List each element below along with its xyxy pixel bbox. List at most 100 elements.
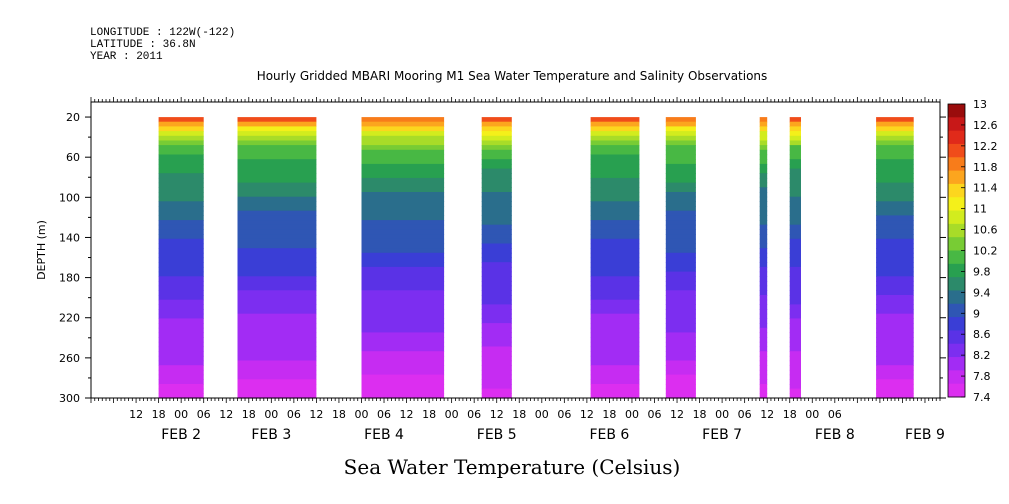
data-cell bbox=[481, 257, 512, 263]
data-cell bbox=[665, 163, 696, 170]
data-cell bbox=[789, 304, 801, 310]
data-cell bbox=[759, 384, 768, 390]
x-hour-label: 00 bbox=[715, 408, 729, 421]
colorbar-swatch bbox=[948, 170, 965, 185]
data-cell bbox=[590, 201, 640, 207]
data-cell bbox=[789, 379, 801, 385]
data-cell bbox=[759, 196, 768, 202]
data-cell bbox=[361, 131, 445, 137]
data-cell bbox=[759, 234, 768, 240]
data-cell bbox=[665, 285, 696, 291]
data-cell bbox=[361, 220, 445, 226]
data-cell bbox=[665, 351, 696, 357]
data-cell bbox=[876, 145, 914, 151]
y-tick-label: 300 bbox=[59, 392, 80, 405]
data-cell bbox=[876, 337, 914, 343]
data-cell bbox=[789, 318, 801, 324]
data-cell bbox=[237, 126, 317, 132]
x-hour-label: 12 bbox=[760, 408, 774, 421]
x-hour-label: 00 bbox=[264, 408, 278, 421]
data-cell bbox=[759, 154, 768, 160]
data-cell bbox=[759, 271, 768, 277]
data-cell bbox=[759, 323, 768, 329]
data-cell bbox=[665, 154, 696, 160]
data-cell bbox=[789, 215, 801, 221]
data-cell bbox=[158, 117, 204, 123]
data-cell bbox=[481, 196, 512, 202]
data-cell bbox=[590, 360, 640, 366]
data-cell bbox=[590, 196, 640, 202]
data-cell bbox=[158, 341, 204, 348]
data-cell bbox=[237, 369, 317, 376]
colorbar-label: 8.2 bbox=[973, 349, 991, 362]
colorbar-label: 11 bbox=[973, 203, 987, 216]
data-cell bbox=[876, 393, 914, 399]
colorbar-label: 12.6 bbox=[973, 119, 998, 132]
colorbar-label: 11.8 bbox=[973, 161, 998, 174]
data-cell bbox=[759, 318, 768, 324]
data-cell bbox=[590, 299, 640, 305]
data-cell bbox=[158, 384, 204, 390]
data-cell bbox=[481, 252, 512, 259]
data-cell bbox=[361, 285, 445, 291]
data-cell bbox=[759, 374, 768, 380]
data-cell bbox=[158, 140, 204, 146]
data-cell bbox=[237, 355, 317, 362]
data-cell bbox=[481, 192, 512, 198]
data-cell bbox=[158, 149, 204, 156]
data-cell bbox=[158, 374, 204, 380]
x-hour-label: 18 bbox=[242, 408, 256, 421]
x-day-label: FEB 2 bbox=[161, 427, 201, 443]
data-cell bbox=[759, 388, 768, 394]
colorbar-label: 9.8 bbox=[973, 265, 991, 278]
data-cell bbox=[158, 313, 204, 319]
data-cell bbox=[759, 215, 768, 221]
data-cell bbox=[481, 177, 512, 184]
data-cell bbox=[237, 262, 317, 268]
data-cell bbox=[789, 187, 801, 193]
data-cell bbox=[665, 374, 696, 380]
data-cell bbox=[481, 355, 512, 362]
data-cell bbox=[876, 126, 914, 132]
x-hour-label: 06 bbox=[197, 408, 211, 421]
data-cell bbox=[237, 163, 317, 170]
data-cell bbox=[665, 323, 696, 329]
data-cell bbox=[665, 304, 696, 310]
data-block bbox=[590, 117, 640, 399]
data-cell bbox=[361, 163, 445, 170]
data-cell bbox=[876, 168, 914, 174]
data-cell bbox=[590, 173, 640, 179]
colorbar-swatch bbox=[948, 237, 965, 251]
data-cell bbox=[665, 196, 696, 202]
data-cell bbox=[759, 173, 768, 179]
data-cell bbox=[759, 135, 768, 142]
data-cell bbox=[158, 182, 204, 188]
y-tick-label: 60 bbox=[66, 151, 80, 164]
data-cell bbox=[361, 313, 445, 319]
data-cell bbox=[237, 341, 317, 348]
data-cell bbox=[481, 248, 512, 254]
data-cell bbox=[158, 126, 204, 132]
data-block bbox=[158, 117, 204, 399]
data-cell bbox=[759, 351, 768, 357]
data-cell bbox=[876, 341, 914, 348]
x-hour-label: 12 bbox=[490, 408, 504, 421]
data-cell bbox=[876, 135, 914, 142]
data-cell bbox=[590, 192, 640, 198]
data-cell bbox=[590, 341, 640, 348]
data-cell bbox=[759, 313, 768, 319]
data-cell bbox=[665, 257, 696, 263]
data-cell bbox=[481, 173, 512, 179]
data-cell bbox=[876, 140, 914, 146]
data-cell bbox=[361, 332, 445, 338]
data-cell bbox=[665, 266, 696, 273]
data-cell bbox=[237, 159, 317, 165]
data-cell bbox=[789, 140, 801, 146]
colorbar-swatch bbox=[948, 383, 965, 398]
data-cell bbox=[876, 351, 914, 357]
data-cell bbox=[789, 131, 801, 137]
data-cell bbox=[789, 360, 801, 366]
data-cell bbox=[237, 173, 317, 179]
data-cell bbox=[876, 309, 914, 315]
